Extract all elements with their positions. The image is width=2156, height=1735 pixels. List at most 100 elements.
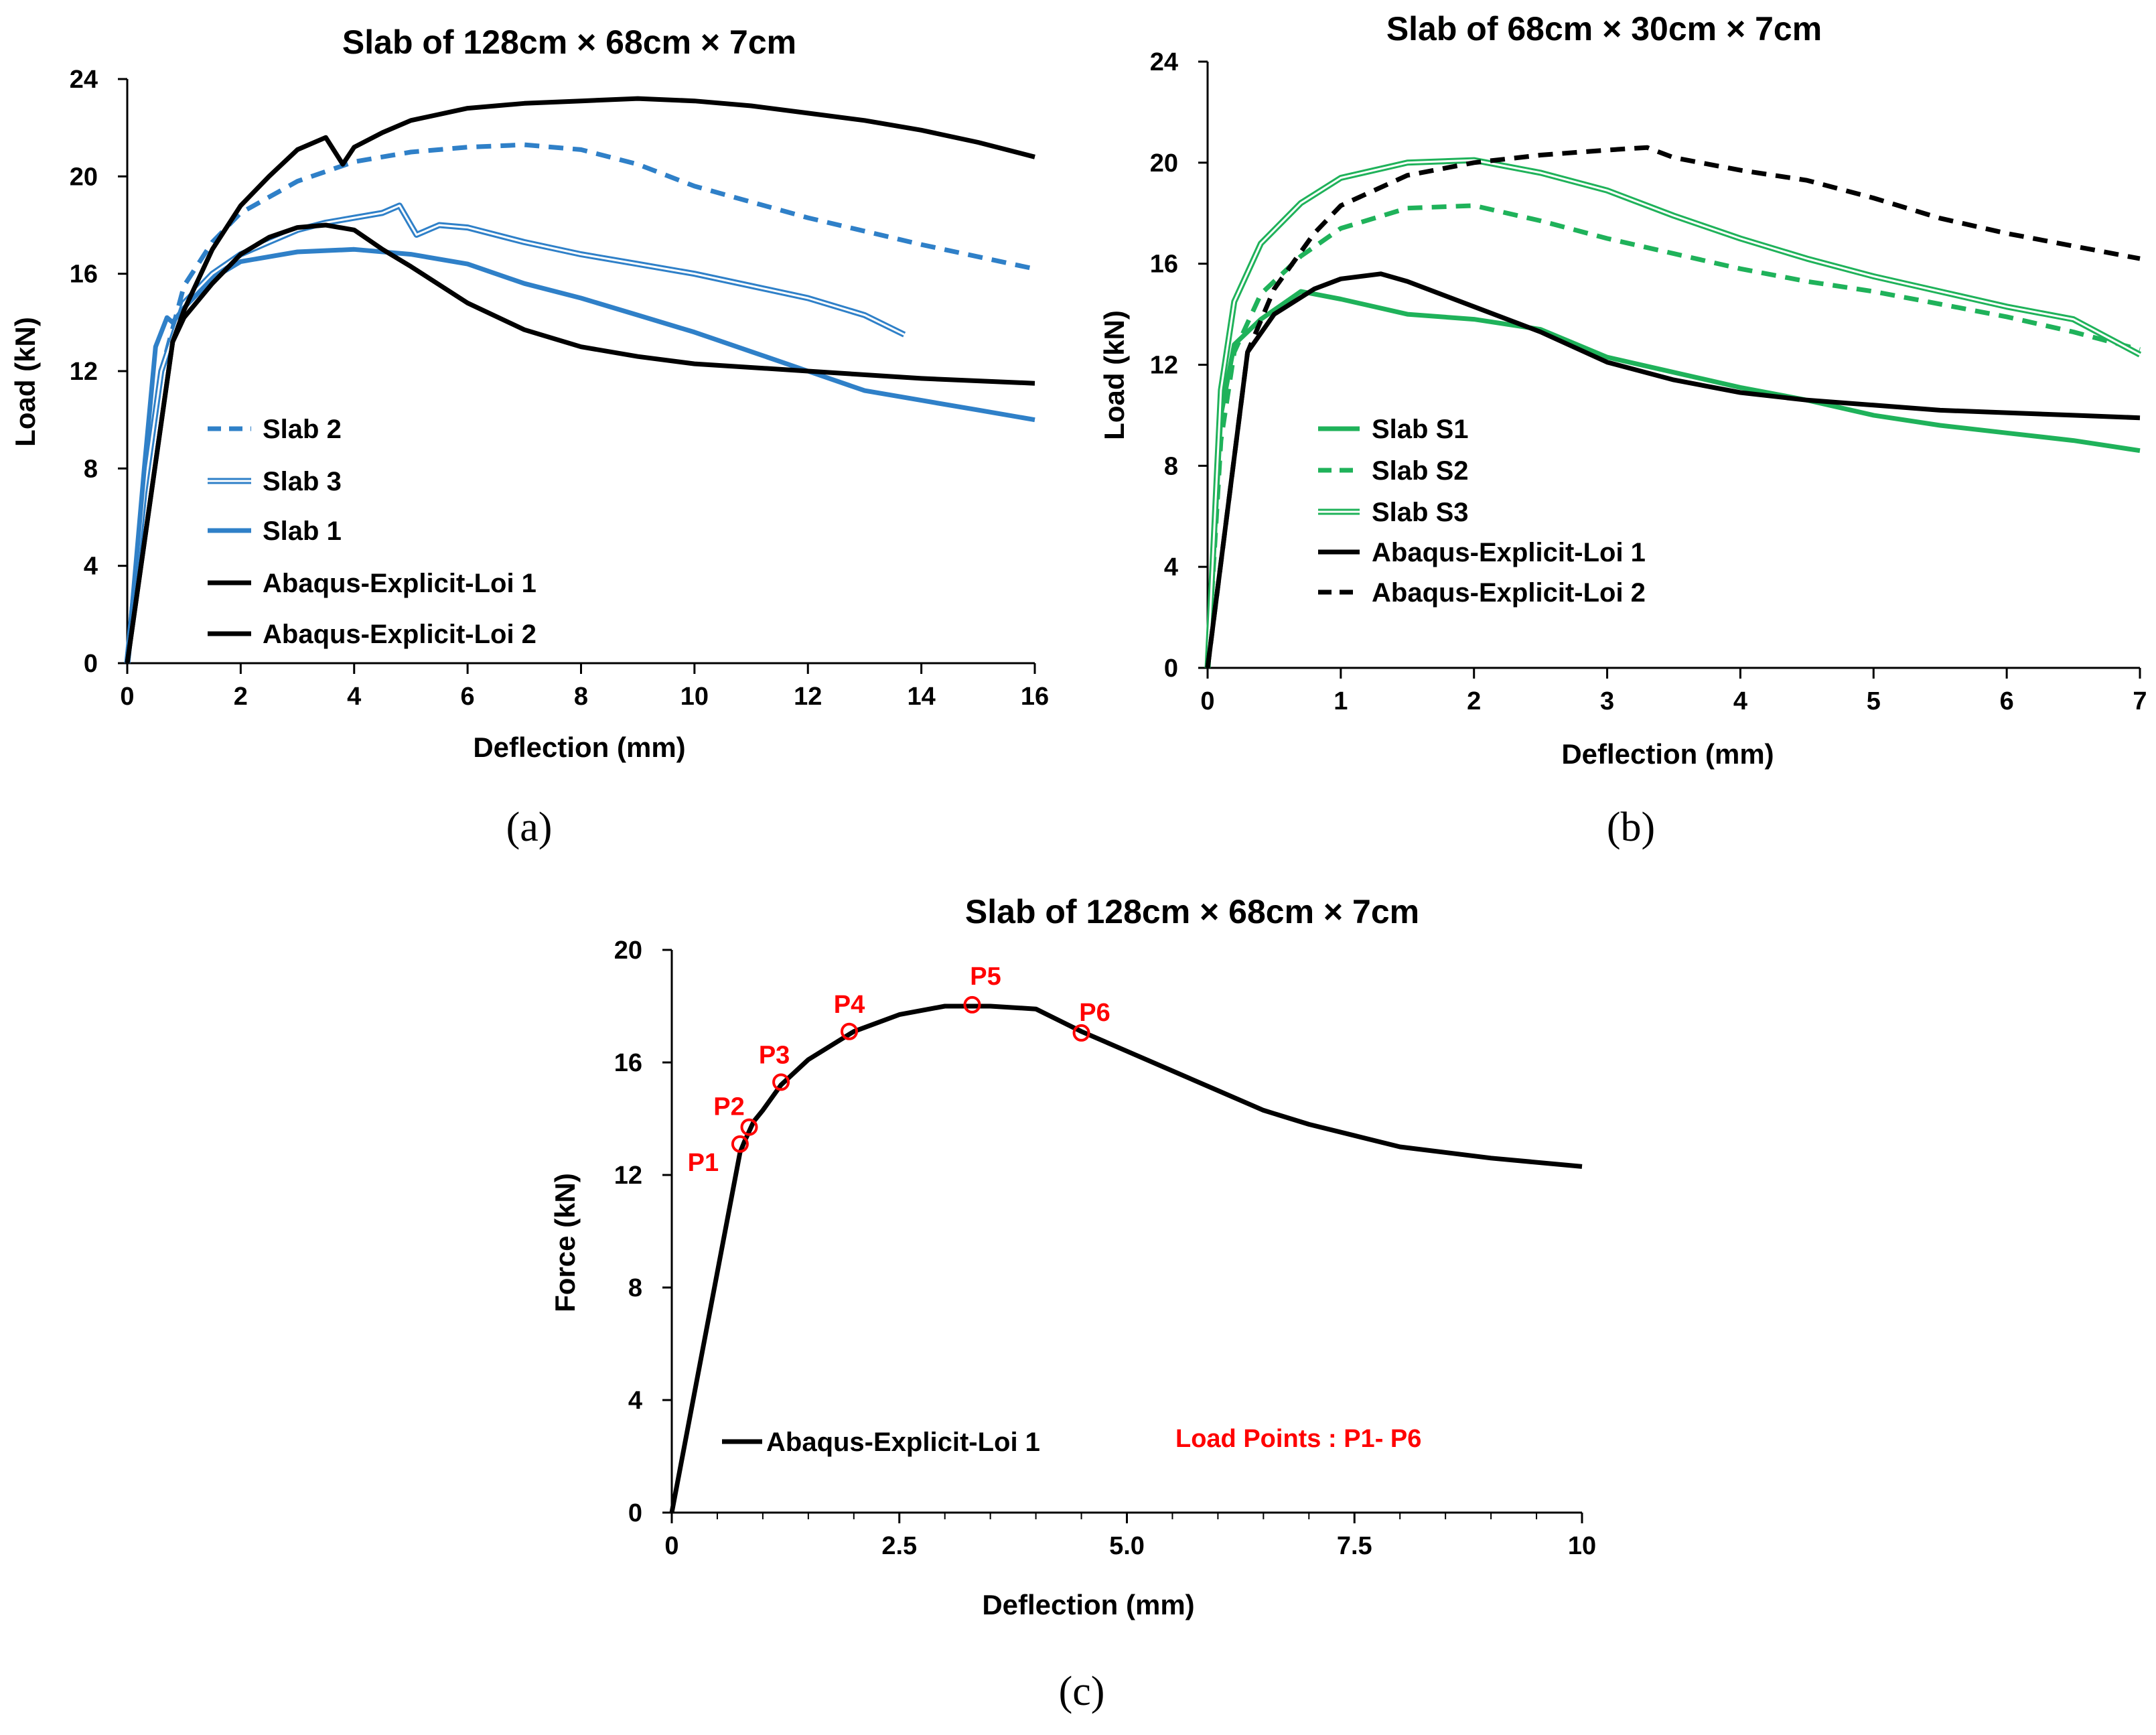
legend-label-loi-2: Abaqus-Explicit-Loi 2 (263, 620, 536, 649)
chart-b-xlabel: Deflection (mm) (1561, 738, 1774, 770)
y-tick-label: 8 (84, 455, 98, 483)
y-tick-label: 8 (628, 1274, 642, 1302)
load-point-label-p4: P4 (834, 991, 865, 1019)
legend-label-slab-s1: Slab S1 (1372, 415, 1469, 444)
y-tick-label: 20 (70, 163, 98, 191)
y-tick-label: 16 (1150, 251, 1178, 279)
series-line-abaqus-explicit-loi-2 (1205, 145, 2141, 669)
load-points-annotation: Load Points : P1- P6 (1175, 1425, 1421, 1453)
chart-b-legend: Slab S1 Slab S2 Slab S3 Abaqus-Explicit-… (1318, 415, 1646, 608)
x-tick-label: 0 (120, 683, 134, 711)
panel-label-a: (a) (506, 805, 553, 850)
chart-b-series (1204, 145, 2142, 669)
load-point-label-p5: P5 (970, 963, 1001, 991)
chart-c-axes: 0 2.5 5.0 7.5 10 0 4 8 12 16 20 (614, 936, 1596, 1560)
load-point-p2 (740, 1118, 758, 1136)
legend-label-b-loi-1: Abaqus-Explicit-Loi 1 (1372, 538, 1646, 567)
x-tick-label: 10 (680, 683, 709, 711)
series-line-abaqus-explicit-loi-2 (125, 96, 1035, 664)
load-point-label-p6: P6 (1079, 999, 1110, 1027)
panel-label-b: (b) (1607, 805, 1655, 850)
chart-a-legend: Slab 2 Slab 3 Slab 1 Abaqus-Explicit-Loi… (208, 415, 536, 649)
legend-label-slab-s2: Slab S2 (1372, 456, 1469, 486)
x-tick-label: 7.5 (1337, 1532, 1372, 1560)
x-tick-label: 4 (1733, 687, 1747, 715)
chart-c-points: P1 P2 P3 P4 P5 P6 (688, 963, 1110, 1177)
x-tick-label: 1 (1334, 687, 1348, 715)
series-line-abaqus-explicit-loi-1 (1205, 271, 2141, 669)
x-tick-label: 6 (461, 683, 475, 711)
series-line-slab-1 (125, 247, 1035, 664)
y-tick-label: 16 (614, 1049, 642, 1077)
load-point-p5 (963, 995, 981, 1014)
y-tick-label: 20 (1150, 149, 1178, 178)
y-tick-label: 0 (84, 650, 98, 678)
chart-b-ylabel: Load (kN) (1098, 310, 1130, 440)
legend-label-slab-s3: Slab S3 (1372, 498, 1469, 527)
series-line-slab-s2 (1205, 203, 2141, 669)
chart-c-legend: Abaqus-Explicit-Loi 1 Load Points : P1- … (722, 1425, 1421, 1457)
x-tick-label: 2 (234, 683, 248, 711)
y-tick-label: 4 (1164, 553, 1178, 581)
chart-a-title: Slab of 128cm × 68cm × 7cm (342, 23, 796, 61)
x-tick-label: 8 (574, 683, 588, 711)
y-tick-label: 12 (614, 1162, 642, 1190)
load-point-label-p2: P2 (713, 1093, 744, 1121)
legend-label-slab-3: Slab 3 (263, 467, 342, 496)
y-tick-label: 8 (1164, 452, 1178, 480)
y-tick-label: 24 (1150, 48, 1178, 76)
series-line-slab-s3-inner (1206, 159, 2141, 669)
chart-a-xlabel: Deflection (mm) (473, 732, 685, 763)
chart-c-title: Slab of 128cm × 68cm × 7cm (965, 893, 1419, 930)
chart-c-xlabel: Deflection (mm) (982, 1589, 1194, 1620)
load-point-label-p3: P3 (759, 1041, 790, 1069)
chart-b: Slab of 68cm × 30cm × 7cm 0 1 2 3 4 5 6 7048121… (1098, 10, 2147, 850)
legend-label-slab-2: Slab 2 (263, 415, 342, 444)
x-tick-label: 4 (347, 683, 361, 711)
series-line-slab-2 (125, 142, 1035, 664)
y-tick-label: 4 (84, 553, 98, 581)
panel-label-c: (c) (1059, 1669, 1105, 1714)
chart-b-title: Slab of 68cm × 30cm × 7cm (1386, 10, 1822, 48)
x-tick-label: 5 (1867, 687, 1881, 715)
chart-c-ylabel: Force (kN) (549, 1173, 581, 1312)
x-tick-label: 14 (907, 683, 935, 711)
load-point-p4 (841, 1022, 859, 1040)
y-tick-label: 4 (628, 1387, 642, 1415)
chart-c-series (669, 1003, 1583, 1513)
legend-label-loi-1: Abaqus-Explicit-Loi 1 (263, 569, 536, 598)
y-tick-label: 0 (1164, 654, 1178, 683)
load-point-label-p1: P1 (688, 1149, 719, 1177)
chart-a: Slab of 128cm × 68cm × 7cm 0 2 4 6 8 10 12 14 16… (9, 23, 1049, 850)
x-tick-label: 0 (664, 1532, 678, 1560)
x-tick-label: 5.0 (1109, 1532, 1145, 1560)
legend-label-b-loi-2: Abaqus-Explicit-Loi 2 (1372, 578, 1646, 608)
x-tick-label: 6 (2000, 687, 2014, 715)
series-line-slab-3-inner (126, 204, 905, 664)
y-tick-label: 20 (614, 936, 642, 965)
x-tick-label: 2.5 (881, 1532, 917, 1560)
y-tick-label: 12 (70, 358, 98, 386)
y-tick-label: 0 (628, 1499, 642, 1527)
x-tick-label: 3 (1600, 687, 1614, 715)
x-tick-label: 7 (2133, 687, 2147, 715)
series-line-abaqus-explicit-loi-1 (125, 222, 1035, 664)
y-tick-label: 16 (70, 261, 98, 289)
chart-a-ylabel: Load (kN) (9, 317, 41, 447)
y-tick-label: 12 (1150, 352, 1178, 380)
x-tick-label: 12 (794, 683, 822, 711)
y-tick-label: 24 (70, 66, 98, 94)
x-tick-label: 2 (1467, 687, 1481, 715)
x-tick-label: 0 (1200, 687, 1214, 715)
chart-a-series (124, 96, 1035, 664)
load-point-p1 (731, 1135, 749, 1153)
legend-label-c-loi-1: Abaqus-Explicit-Loi 1 (766, 1428, 1040, 1457)
load-point-p3 (772, 1073, 790, 1091)
chart-c: Slab of 128cm × 68cm × 7cm 0 2.5 5.0 7.5 100… (549, 893, 1596, 1714)
x-tick-label: 16 (1021, 683, 1049, 711)
series-line-slab-s1 (1205, 289, 2141, 669)
x-tick-label: 10 (1568, 1532, 1596, 1560)
